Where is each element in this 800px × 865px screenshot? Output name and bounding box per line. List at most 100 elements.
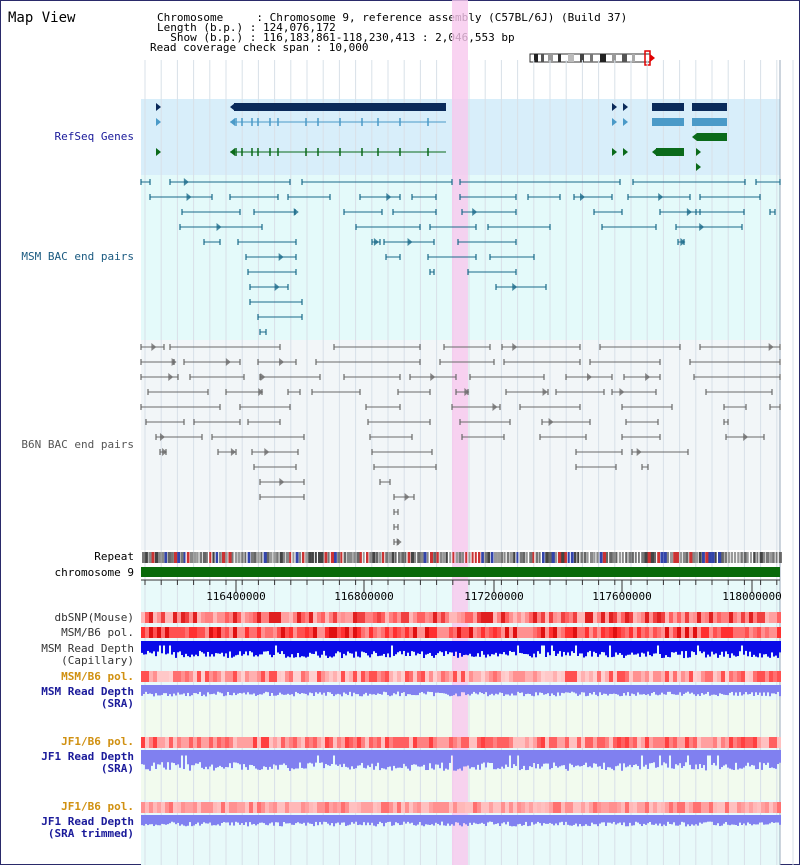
jf1-trimmed-depth-bar: [279, 815, 281, 827]
msm-capillary-depth-bar: [501, 641, 503, 655]
bac-pair-arrow: [512, 283, 518, 291]
bac-pair-arrow: [768, 343, 774, 351]
jf1-sra-depth-bar: [523, 750, 525, 766]
jf1-trimmed-depth-bar: [339, 815, 341, 825]
chromosome-ideogram[interactable]: [528, 50, 658, 66]
msm-sra-depth-bar: [767, 685, 769, 693]
jf1-sra-depth-bar: [173, 750, 175, 764]
jf1-sra-depth-bar: [151, 750, 153, 766]
dbsnp-heat-cell: [345, 612, 349, 623]
gene-strand-arrow: [652, 148, 657, 156]
jf1-sra-depth-bar: [257, 750, 259, 770]
msm-capillary-depth-bar: [317, 641, 319, 656]
jf1-sra-depth-bar: [233, 750, 235, 763]
msm-sra-depth-bar: [223, 685, 225, 697]
msm-capillary-depth-bar: [517, 641, 519, 646]
msm-sra-depth-bar: [215, 685, 217, 695]
jf1-b6-pol-trimmed-heat-cell: [253, 802, 257, 813]
jf1-b6-pol-heat-cell: [609, 737, 613, 748]
msm-b6-pol-label[interactable]: MSM/B6 pol.: [61, 626, 134, 639]
msm-read-depth-capillary-label[interactable]: MSM Read Depth (Capillary): [41, 642, 134, 667]
jf1-b6-pol-label[interactable]: JF1/B6 pol.: [61, 735, 134, 748]
jf1-trimmed-depth-bar: [583, 815, 585, 826]
jf1-b6-pol-trimmed-heat-cell: [453, 802, 457, 813]
msm-capillary-depth-bar: [275, 641, 277, 646]
jf1-trimmed-depth-bar: [195, 815, 197, 825]
msm-capillary-depth-bar: [661, 641, 663, 658]
msm-b6-pol-sra-heat-cell: [405, 671, 409, 682]
jf1-sra-depth-bar: [707, 750, 709, 756]
msm-b6-pol-sra-label[interactable]: MSM/B6 pol.: [61, 670, 134, 683]
msm-sra-depth-bar: [485, 685, 487, 693]
msm-sra-depth-bar: [583, 685, 585, 693]
jf1-trimmed-depth-bar: [495, 815, 497, 824]
jf1-read-depth-trimmed-label[interactable]: JF1 Read Depth (SRA trimmed): [41, 815, 134, 840]
jf1-trimmed-depth-bar: [341, 815, 343, 823]
jf1-trimmed-depth-bar: [367, 815, 369, 823]
msm-sra-depth-bar: [629, 685, 631, 696]
jf1-trimmed-depth-bar: [167, 815, 169, 825]
msm-capillary-depth-bar: [683, 641, 685, 659]
jf1-b6-pol-heat-cell: [293, 737, 297, 748]
msm-read-depth-sra-label[interactable]: MSM Read Depth (SRA): [41, 685, 134, 710]
jf1-trimmed-depth-bar: [371, 815, 373, 823]
jf1-b6-pol-trimmed-heat-cell: [609, 802, 613, 813]
msm-sra-depth-bar: [661, 685, 663, 693]
msm-capillary-depth-bar: [761, 641, 763, 658]
jf1-b6-pol-heat-cell: [345, 737, 349, 748]
jf1-trimmed-depth-bar: [261, 815, 263, 823]
repeat-block: [388, 552, 392, 563]
msm-sra-depth-bar: [643, 685, 645, 695]
b6n-bac-label[interactable]: B6N BAC end pairs: [21, 438, 134, 451]
jf1-sra-depth-bar: [739, 750, 741, 769]
jf1-sra-depth-bar: [535, 750, 537, 769]
jf1-sra-depth-bar: [275, 750, 277, 766]
jf1-b6-pol-trimmed-heat-cell: [669, 802, 673, 813]
jf1-read-depth-sra-label[interactable]: JF1 Read Depth (SRA): [41, 750, 134, 775]
msm-b6-pol-sra-heat-cell: [165, 671, 169, 682]
chromosome-label[interactable]: chromosome 9: [54, 566, 134, 579]
jf1-sra-depth-bar: [525, 750, 527, 771]
msm-b6-pol-heat-cell: [529, 627, 533, 638]
jf1-b6-pol-trimmed-heat-cell: [401, 802, 405, 813]
jf1-b6-pol-heat-cell: [653, 737, 657, 748]
msm-sra-depth-bar: [687, 685, 689, 692]
jf1-sra-depth-bar: [379, 750, 381, 771]
msm-capillary-depth-bar: [233, 641, 235, 657]
msm-sra-depth-bar: [219, 685, 221, 693]
msm-b6-pol-heat-cell: [265, 627, 269, 638]
repeat-label[interactable]: Repeat: [94, 550, 134, 563]
msm-sra-depth-bar: [759, 685, 761, 693]
jf1-sra-depth-bar: [627, 750, 629, 767]
msm-b6-pol-sra-heat-cell: [329, 671, 333, 682]
jf1-trimmed-depth-bar: [465, 815, 467, 825]
jf1-b6-pol-trimmed-heat-cell: [573, 802, 577, 813]
bac-pair-arrow: [278, 253, 284, 261]
jf1-b6-pol-trimmed-heat-cell: [369, 802, 373, 813]
jf1-b6-pol-trimmed-label[interactable]: JF1/B6 pol.: [61, 800, 134, 813]
jf1-b6-pol-trimmed-heat-cell: [241, 802, 245, 813]
msm-capillary-depth-bar: [779, 641, 781, 653]
msm-b6-pol-sra-heat-cell: [441, 671, 445, 682]
dbsnp-heat-cell: [409, 612, 413, 623]
msm-b6-pol-heat-cell: [273, 627, 277, 638]
msm-capillary-depth-bar: [379, 641, 381, 656]
jf1-b6-pol-heat-cell: [401, 737, 405, 748]
msm-capillary-depth-bar: [747, 641, 749, 657]
msm-capillary-depth-bar: [333, 641, 335, 657]
dbsnp-label[interactable]: dbSNP(Mouse): [54, 611, 134, 624]
jf1-sra-depth-bar: [425, 750, 427, 771]
msm-bac-label[interactable]: MSM BAC end pairs: [21, 250, 134, 263]
jf1-b6-pol-heat-cell: [405, 737, 409, 748]
msm-capillary-depth-bar: [765, 641, 767, 655]
repeat-block: [599, 552, 603, 563]
msm-b6-pol-sra-heat-cell: [677, 671, 681, 682]
jf1-trimmed-depth-bar: [645, 815, 647, 825]
refseq-genes-label[interactable]: RefSeq Genes: [54, 130, 134, 143]
msm-sra-depth-bar: [541, 685, 543, 693]
jf1-sra-depth-bar: [719, 750, 721, 770]
msm-sra-depth-bar: [467, 685, 469, 695]
jf1-trimmed-depth-bar: [433, 815, 435, 826]
dbsnp-heat-cell: [281, 612, 285, 623]
